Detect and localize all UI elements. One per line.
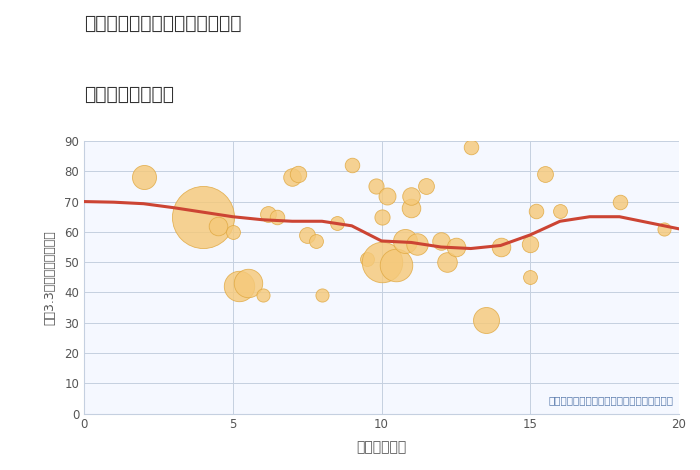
Point [361,255,372,263]
Point [242,280,253,287]
Point [406,192,417,199]
Point [659,225,670,233]
Point [376,258,387,266]
X-axis label: 駅距離（分）: 駅距離（分） [356,440,407,454]
Point [525,240,536,248]
Point [263,210,274,218]
Point [450,243,461,251]
Point [376,213,387,220]
Point [302,231,313,239]
Point [316,292,328,299]
Point [400,237,411,245]
Y-axis label: 坪（3.3㎡）単価（万円）: 坪（3.3㎡）単価（万円） [43,230,56,325]
Point [197,213,209,220]
Point [412,240,423,248]
Point [525,274,536,281]
Point [257,292,268,299]
Point [495,243,506,251]
Point [293,171,304,178]
Point [391,261,402,269]
Text: 円の大きさは、取引のあった物件面積を示す: 円の大きさは、取引のあった物件面積を示す [548,395,673,406]
Point [614,198,625,205]
Point [554,207,566,214]
Point [310,237,321,245]
Point [406,204,417,212]
Point [370,183,381,190]
Point [272,213,283,220]
Point [331,219,342,227]
Point [435,237,447,245]
Point [233,282,244,290]
Point [540,171,551,178]
Point [227,228,238,235]
Point [346,162,357,169]
Text: 駅距離別土地価格: 駅距離別土地価格 [84,85,174,103]
Point [531,207,542,214]
Point [421,183,432,190]
Text: 神奈川県相模原市南区相武台の: 神奈川県相模原市南区相武台の [84,14,241,33]
Point [287,173,298,181]
Point [212,222,223,229]
Point [382,192,393,199]
Point [138,173,149,181]
Point [465,143,476,151]
Point [480,316,491,323]
Point [441,258,452,266]
